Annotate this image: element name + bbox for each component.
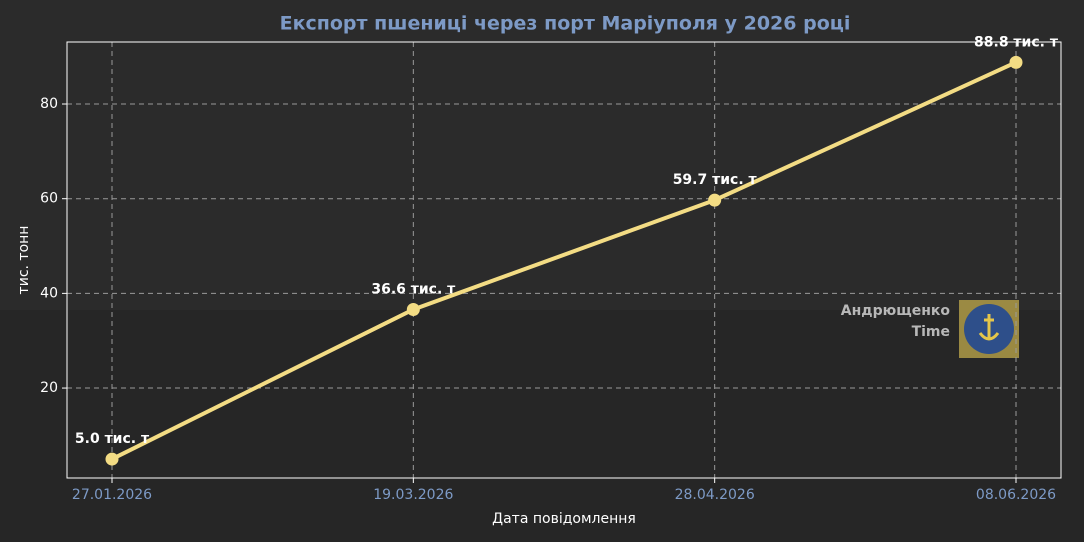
y-tick-label: 40 xyxy=(40,285,58,301)
watermark-text: Time xyxy=(912,324,950,340)
x-tick-label: 27.01.2026 xyxy=(72,487,152,503)
data-label: 5.0 тис. т xyxy=(75,431,150,447)
background-shore xyxy=(0,310,1084,542)
point xyxy=(406,302,420,316)
data-label: 88.8 тис. т xyxy=(974,34,1059,50)
y-axis-label: тис. тонн xyxy=(16,226,32,295)
plot-frame xyxy=(66,41,1062,479)
y-tick-label: 60 xyxy=(40,191,58,207)
line xyxy=(111,60,1017,461)
data-label: 36.6 тис. т xyxy=(371,281,456,297)
x-tick-label: 28.04.2026 xyxy=(675,487,755,503)
data-label: 59.7 тис. т xyxy=(673,172,758,188)
point xyxy=(708,193,722,207)
x-tick-label: 08.06.2026 xyxy=(976,487,1056,503)
point xyxy=(105,452,119,466)
x-tick-label: 19.03.2026 xyxy=(373,487,453,503)
chart-title: Експорт пшениці через порт Маріуполя у 2… xyxy=(280,13,851,35)
watermark-anchor xyxy=(978,314,1000,341)
y-tick-label: 20 xyxy=(40,380,58,396)
watermark-text: Андрющенко xyxy=(841,303,951,319)
x-axis-label: Дата повідомлення xyxy=(492,511,636,527)
y-tick-label: 80 xyxy=(40,96,58,112)
point xyxy=(1009,55,1023,69)
